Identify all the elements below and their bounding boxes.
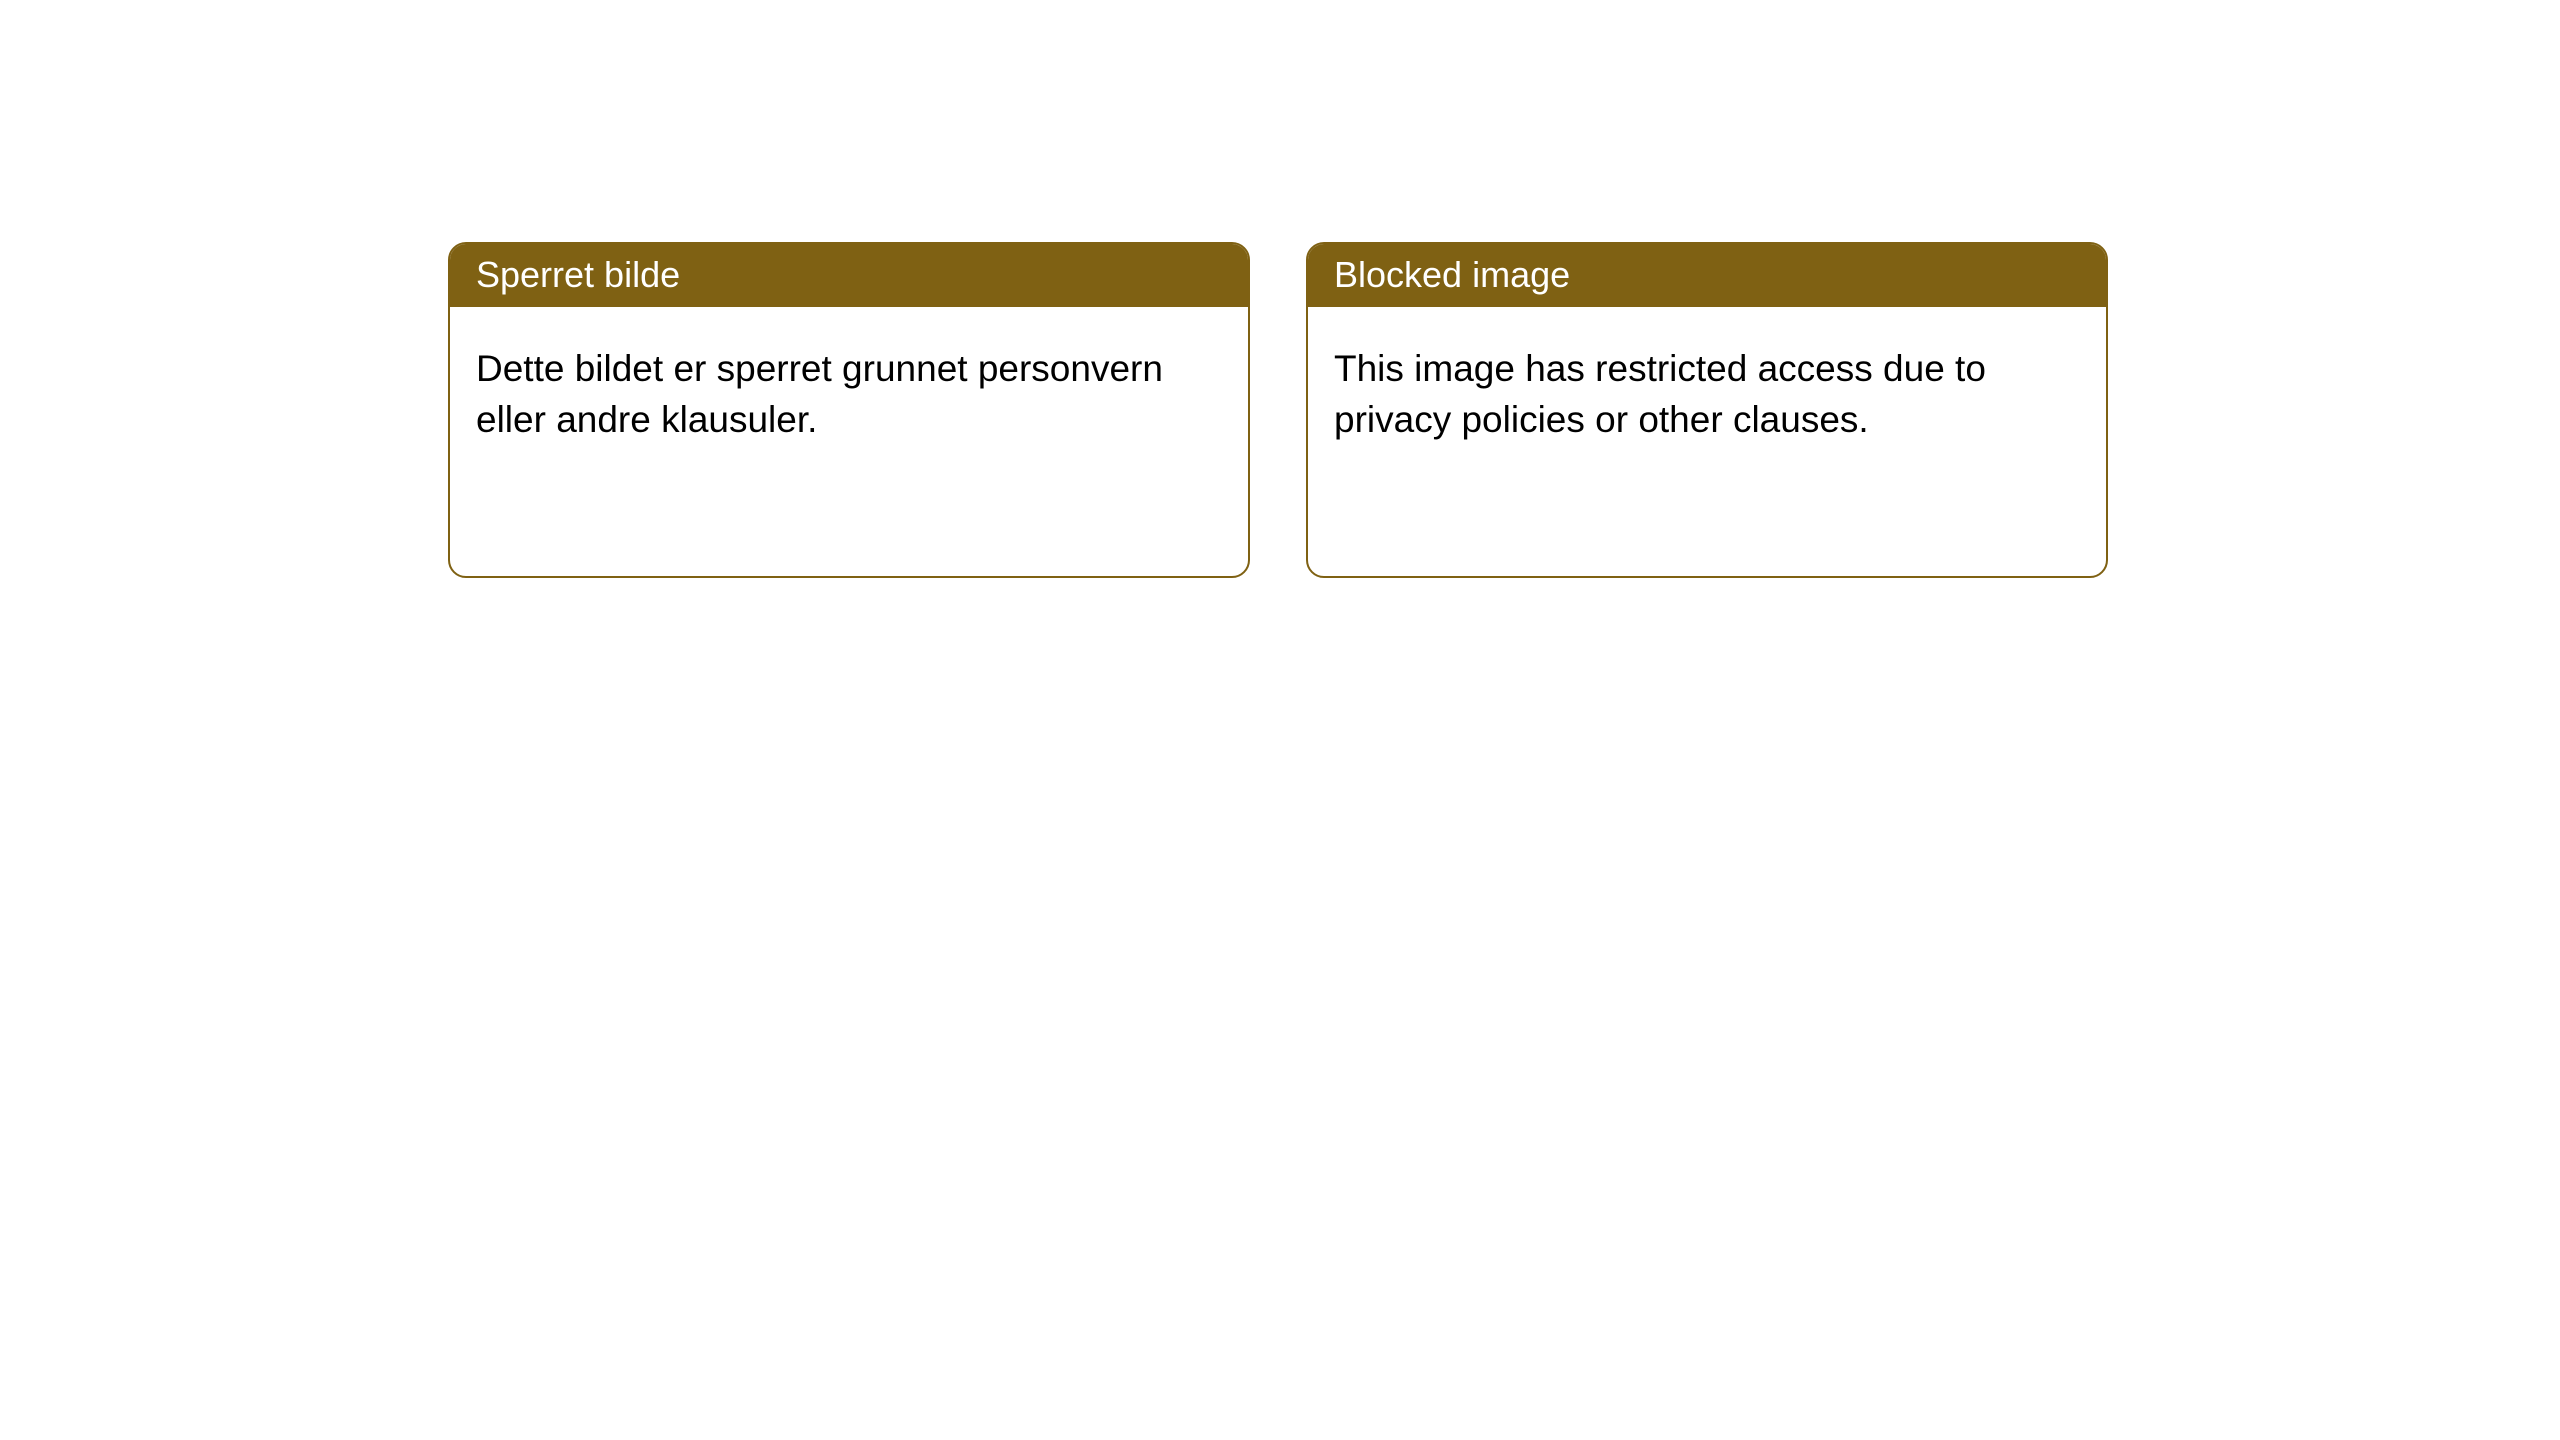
notice-card-english: Blocked image This image has restricted … <box>1306 242 2108 578</box>
notice-header: Sperret bilde <box>450 244 1248 307</box>
notice-body: This image has restricted access due to … <box>1308 307 2106 481</box>
notice-body-text: This image has restricted access due to … <box>1334 348 1986 440</box>
notice-container: Sperret bilde Dette bildet er sperret gr… <box>0 0 2560 578</box>
notice-header: Blocked image <box>1308 244 2106 307</box>
notice-title: Sperret bilde <box>476 254 680 295</box>
notice-card-norwegian: Sperret bilde Dette bildet er sperret gr… <box>448 242 1250 578</box>
notice-title: Blocked image <box>1334 254 1570 295</box>
notice-body: Dette bildet er sperret grunnet personve… <box>450 307 1248 481</box>
notice-body-text: Dette bildet er sperret grunnet personve… <box>476 348 1163 440</box>
